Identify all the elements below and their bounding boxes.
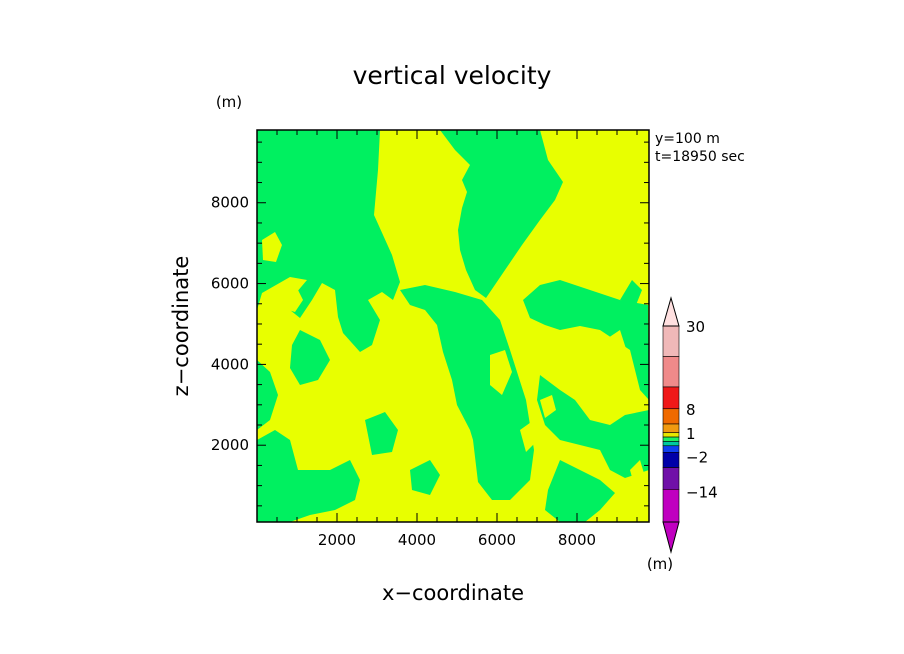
- x-tick-label: 8000: [558, 531, 596, 549]
- updraft-island: [580, 146, 588, 158]
- colorbar-segment: [662, 325, 680, 357]
- z-tick-labels: 2000 4000 6000 8000: [211, 194, 249, 454]
- info-y-label: y=100 m: [655, 131, 720, 147]
- downdraft-region: [290, 330, 330, 385]
- downdraft-region: [620, 280, 642, 305]
- colorbar-segment: [662, 452, 680, 468]
- colorbar-segment: [662, 467, 680, 490]
- colorbar-unit-label: (m): [647, 555, 673, 573]
- colorbar-tick-label: 8: [686, 401, 696, 419]
- downdraft-region: [257, 430, 360, 522]
- downdraft-region: [257, 130, 400, 352]
- downdraft-region: [537, 375, 649, 478]
- downdraft-region: [440, 130, 563, 298]
- updraft-island: [262, 232, 282, 262]
- z-tick-label: 8000: [211, 194, 249, 212]
- z-axis-label: z−coordinate: [169, 256, 193, 397]
- chart-title: vertical velocity: [353, 61, 552, 90]
- downdraft-region: [365, 412, 398, 455]
- colorbar-segment: [662, 356, 680, 388]
- updraft-island: [605, 330, 628, 368]
- updraft-island: [284, 286, 303, 312]
- downdraft-region: [523, 280, 649, 400]
- colorbar-segment: [662, 408, 680, 425]
- axis-ticks: [257, 130, 649, 522]
- updraft-island: [490, 350, 512, 395]
- updraft-island: [405, 258, 428, 278]
- colorbar-top-arrow: [662, 296, 680, 327]
- z-unit-label: (m): [216, 93, 242, 111]
- colorbar-tick-label: 1: [686, 425, 696, 443]
- colorbar-bottom-arrow: [662, 521, 680, 554]
- z-tick-label: 4000: [211, 355, 249, 373]
- x-tick-label: 2000: [318, 531, 356, 549]
- x-axis-label: x−coordinate: [382, 581, 524, 605]
- colorbar-segment: [662, 445, 680, 453]
- colorbar: [662, 296, 680, 554]
- downdraft-region: [257, 360, 278, 430]
- colorbar-segment: [662, 386, 680, 410]
- updraft-island: [520, 420, 538, 452]
- colorbar-segment: [662, 423, 680, 434]
- updraft-island: [540, 395, 556, 418]
- x-tick-label: 4000: [398, 531, 436, 549]
- colorbar-segment: [662, 441, 680, 447]
- z-tick-label: 2000: [211, 436, 249, 454]
- z-tick-label: 6000: [211, 275, 249, 293]
- contour-field: [257, 130, 649, 522]
- info-time-label: t=18950 sec: [655, 149, 745, 165]
- downdraft-region: [545, 460, 615, 522]
- updraft-island: [630, 460, 646, 488]
- downdraft-region: [400, 285, 534, 500]
- colorbar-segment: [662, 436, 680, 442]
- x-tick-label: 6000: [478, 531, 516, 549]
- plot-frame: [256, 129, 650, 523]
- positive-velocity-islands: [262, 146, 646, 488]
- negative-velocity-regions: [257, 130, 649, 522]
- x-tick-labels: 2000 4000 6000 8000: [318, 531, 596, 549]
- colorbar-labels: 30 8 1 −2 −14: [686, 318, 718, 501]
- colorbar-segment: [662, 432, 680, 438]
- colorbar-tick-label: −14: [686, 483, 718, 501]
- downdraft-region: [410, 460, 440, 495]
- colorbar-tick-label: −2: [686, 448, 708, 466]
- colorbar-tick-label: 30: [686, 318, 705, 336]
- colorbar-segment: [662, 489, 680, 523]
